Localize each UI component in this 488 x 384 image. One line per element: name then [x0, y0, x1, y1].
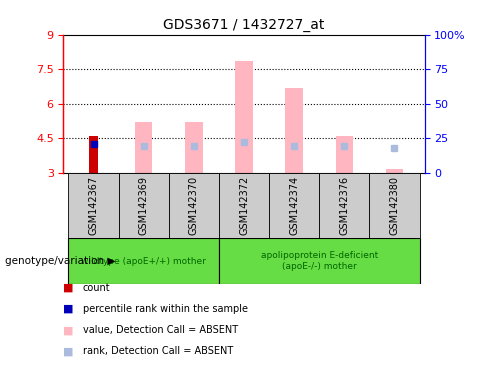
- Title: GDS3671 / 1432727_at: GDS3671 / 1432727_at: [163, 18, 325, 32]
- Bar: [185, 122, 203, 173]
- Text: ■: ■: [63, 304, 74, 314]
- Bar: [285, 88, 303, 173]
- Text: percentile rank within the sample: percentile rank within the sample: [83, 304, 248, 314]
- Text: ■: ■: [63, 325, 74, 335]
- Bar: [219, 173, 269, 238]
- Bar: [68, 238, 219, 284]
- Bar: [235, 61, 253, 173]
- Bar: [269, 173, 319, 238]
- Text: GSM142376: GSM142376: [339, 176, 349, 235]
- Text: value, Detection Call = ABSENT: value, Detection Call = ABSENT: [83, 325, 238, 335]
- Text: count: count: [83, 283, 111, 293]
- Text: GSM142367: GSM142367: [88, 176, 99, 235]
- Text: GSM142369: GSM142369: [139, 176, 149, 235]
- Text: GSM142374: GSM142374: [289, 176, 299, 235]
- Bar: [319, 173, 369, 238]
- Text: rank, Detection Call = ABSENT: rank, Detection Call = ABSENT: [83, 346, 233, 356]
- Text: GSM142380: GSM142380: [389, 176, 400, 235]
- Text: apolipoprotein E-deficient
(apoE-/-) mother: apolipoprotein E-deficient (apoE-/-) mot…: [261, 252, 378, 271]
- Bar: [169, 173, 219, 238]
- Bar: [219, 238, 420, 284]
- Text: GSM142370: GSM142370: [189, 176, 199, 235]
- Text: ■: ■: [63, 346, 74, 356]
- Text: genotype/variation ▶: genotype/variation ▶: [5, 256, 115, 266]
- Bar: [369, 173, 420, 238]
- Text: wildtype (apoE+/+) mother: wildtype (apoE+/+) mother: [81, 257, 206, 266]
- Bar: [119, 173, 169, 238]
- Text: ■: ■: [63, 283, 74, 293]
- Bar: [68, 173, 119, 238]
- Bar: [386, 169, 403, 173]
- Text: GSM142372: GSM142372: [239, 176, 249, 235]
- Bar: [135, 122, 152, 173]
- Bar: [89, 136, 98, 173]
- Bar: [336, 136, 353, 173]
